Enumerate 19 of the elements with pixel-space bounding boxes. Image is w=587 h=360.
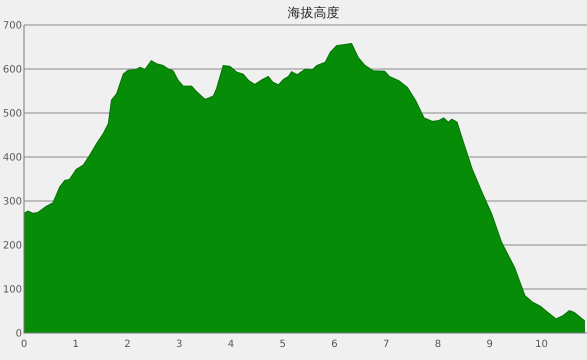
- x-tick-label: 2: [124, 339, 131, 350]
- x-tick-label: 4: [228, 339, 234, 350]
- x-tick-label: 6: [331, 339, 338, 350]
- y-tick-label: 700: [2, 20, 22, 32]
- y-tick-label: 100: [2, 284, 22, 296]
- y-tick-label: 400: [2, 152, 22, 164]
- x-tick-label: 10: [535, 339, 548, 350]
- y-tick-label: 200: [2, 240, 22, 252]
- x-tick-label: 5: [280, 339, 286, 350]
- chart-title: 海拔高度: [288, 5, 340, 21]
- x-tick-label: 7: [383, 339, 390, 350]
- y-tick-label: 0: [16, 328, 22, 340]
- x-tick-label: 3: [176, 339, 182, 350]
- x-tick-label: 1: [72, 339, 79, 350]
- y-tick-label: 600: [2, 64, 22, 76]
- y-tick-label: 500: [2, 108, 22, 120]
- x-tick-label: 8: [434, 339, 442, 350]
- y-tick-label: 300: [2, 196, 22, 208]
- x-tick-label: 9: [486, 339, 493, 350]
